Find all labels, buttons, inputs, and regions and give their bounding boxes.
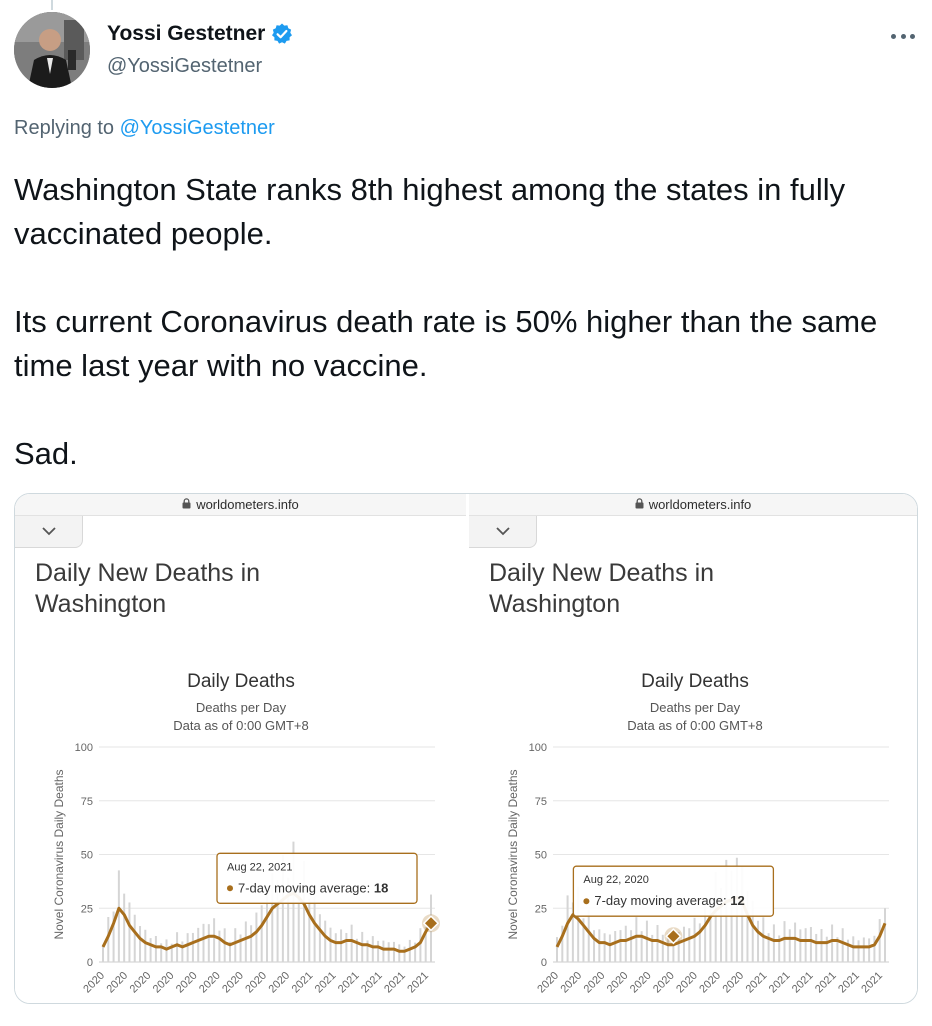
chevron-down-icon <box>495 523 511 541</box>
daily-deaths-chart: Daily Deaths Deaths per Day Data as of 0:0… <box>52 671 440 996</box>
y-axis-label: Novel Coronavirus Daily Deaths <box>506 769 520 939</box>
more-dot <box>900 33 906 39</box>
y-tick-label: 75 <box>535 796 547 808</box>
replying-to-label: Replying to <box>14 117 120 139</box>
tweet-media[interactable]: worldometers.info Daily New Deaths in Wa… <box>14 493 918 1004</box>
y-tick-label: 75 <box>81 796 93 808</box>
x-tick-label: 2020 <box>81 970 107 996</box>
collapse-tab[interactable] <box>15 516 83 548</box>
chevron-down-icon <box>41 523 57 541</box>
moving-average-line <box>101 891 433 953</box>
tooltip-date: Aug 22, 2021 <box>227 861 292 873</box>
x-tick-label: 2020 <box>582 970 608 996</box>
browser-url: worldometers.info <box>648 497 752 512</box>
highlight-marker <box>665 928 682 945</box>
y-tick-label: 100 <box>529 742 547 754</box>
x-tick-label: 2020 <box>651 970 677 996</box>
verified-badge-icon <box>270 22 294 46</box>
x-tick-label: 2020 <box>535 970 561 996</box>
browser-url: worldometers.info <box>196 497 299 512</box>
replying-to-line: Replying to @YossiGestetner <box>14 117 275 140</box>
tweet-header: Yossi Gestetner @YossiGestetner <box>14 10 918 90</box>
tooltip: Aug 22, 2020 7-day moving average: 12 <box>572 865 775 917</box>
tooltip-label: 7-day moving average: 18 <box>238 880 388 895</box>
more-dot <box>910 33 915 39</box>
y-tick-label: 0 <box>541 957 547 969</box>
x-tick-label: 2020 <box>243 970 269 996</box>
x-tick-label: 2021 <box>290 970 316 996</box>
x-tick-label: 2021 <box>359 970 385 996</box>
chart-subtitle: Data as of 0:00 GMT+8 <box>173 718 308 733</box>
x-tick-label: 2021 <box>836 970 862 996</box>
y-tick-label: 50 <box>535 850 547 862</box>
x-tick-label: 2021 <box>790 970 816 996</box>
tooltip-box <box>216 852 418 904</box>
reply-mention-link[interactable]: @YossiGestetner <box>119 117 275 139</box>
x-tick-label: 2020 <box>174 970 200 996</box>
tooltip: Aug 22, 2021 7-day moving average: 18 <box>216 852 418 904</box>
x-tick-label: 2021 <box>382 970 408 996</box>
tweet-text: Washington State ranks 8th highest among… <box>14 168 914 476</box>
daily-deaths-chart: Daily Deaths Deaths per Day Data as of 0:0… <box>506 671 889 996</box>
y-tick-label: 25 <box>535 903 547 915</box>
x-tick-label: 2020 <box>104 970 130 996</box>
x-tick-label: 2021 <box>813 970 839 996</box>
chart-subtitle: Deaths per Day <box>650 700 741 715</box>
y-tick-label: 50 <box>81 850 93 862</box>
x-tick-label: 2020 <box>558 970 584 996</box>
page-title: Daily New Deaths in Washington <box>35 559 261 618</box>
tooltip-value: 12 <box>730 893 744 908</box>
browser-address-bar: worldometers.info <box>15 494 466 516</box>
screenshot-panel-right[interactable]: worldometers.info Daily New Deaths in Wa… <box>466 494 917 1003</box>
x-tick-label: 2020 <box>128 970 154 996</box>
chart-title: Daily Deaths <box>641 671 749 692</box>
y-axis-label: Novel Coronavirus Daily Deaths <box>52 769 66 939</box>
tweet-paragraph: Sad. <box>14 436 78 471</box>
highlight-marker <box>422 915 440 932</box>
tweet-paragraph: Washington State ranks 8th highest among… <box>14 172 846 251</box>
y-tick-label: 0 <box>87 957 93 969</box>
tooltip-dot <box>227 885 233 892</box>
tooltip-box <box>572 865 775 917</box>
more-horizontal-icon[interactable] <box>888 24 918 48</box>
x-tick-label: 2021 <box>405 970 431 996</box>
author-display-name[interactable]: Yossi Gestetner <box>107 22 266 45</box>
x-tick-label: 2020 <box>151 970 177 996</box>
lock-icon <box>182 497 191 512</box>
x-tick-label: 2021 <box>859 970 885 996</box>
x-tick-label: 2020 <box>674 970 700 996</box>
x-tick-label: 2020 <box>197 970 223 996</box>
tooltip-label: 7-day moving average: 12 <box>594 893 744 908</box>
x-tick-label: 2021 <box>313 970 339 996</box>
x-tick-label: 2020 <box>220 970 246 996</box>
author-name-row: Yossi Gestetner <box>107 22 294 46</box>
x-tick-label: 2021 <box>744 970 770 996</box>
author-handle[interactable]: @YossiGestetner <box>107 55 263 77</box>
more-dot <box>891 33 896 39</box>
x-tick-label: 2020 <box>605 970 631 996</box>
x-tick-label: 2020 <box>697 970 723 996</box>
x-tick-label: 2020 <box>628 970 654 996</box>
collapse-tab[interactable] <box>469 516 537 548</box>
x-tick-label: 2021 <box>336 970 362 996</box>
x-tick-label: 2020 <box>720 970 746 996</box>
x-tick-label: 2021 <box>767 970 793 996</box>
screenshot-panel-left[interactable]: worldometers.info Daily New Deaths in Wa… <box>15 494 466 1003</box>
chart-subtitle: Data as of 0:00 GMT+8 <box>627 718 762 733</box>
x-tick-label: 2020 <box>266 970 292 996</box>
lock-icon <box>635 497 644 512</box>
y-tick-label: 100 <box>75 742 93 754</box>
tooltip-dot <box>583 898 590 905</box>
page-title: Daily New Deaths in Washington <box>489 559 715 618</box>
tweet-paragraph: Its current Coronavirus death rate is 50… <box>14 304 878 383</box>
avatar[interactable] <box>14 12 90 88</box>
y-tick-label: 25 <box>81 903 93 915</box>
browser-address-bar: worldometers.info <box>469 494 917 516</box>
chart-subtitle: Deaths per Day <box>196 700 287 715</box>
tooltip-date: Aug 22, 2020 <box>583 874 648 886</box>
tooltip-value: 18 <box>374 880 388 895</box>
thread-connector-line <box>51 0 53 10</box>
chart-title: Daily Deaths <box>187 671 295 692</box>
